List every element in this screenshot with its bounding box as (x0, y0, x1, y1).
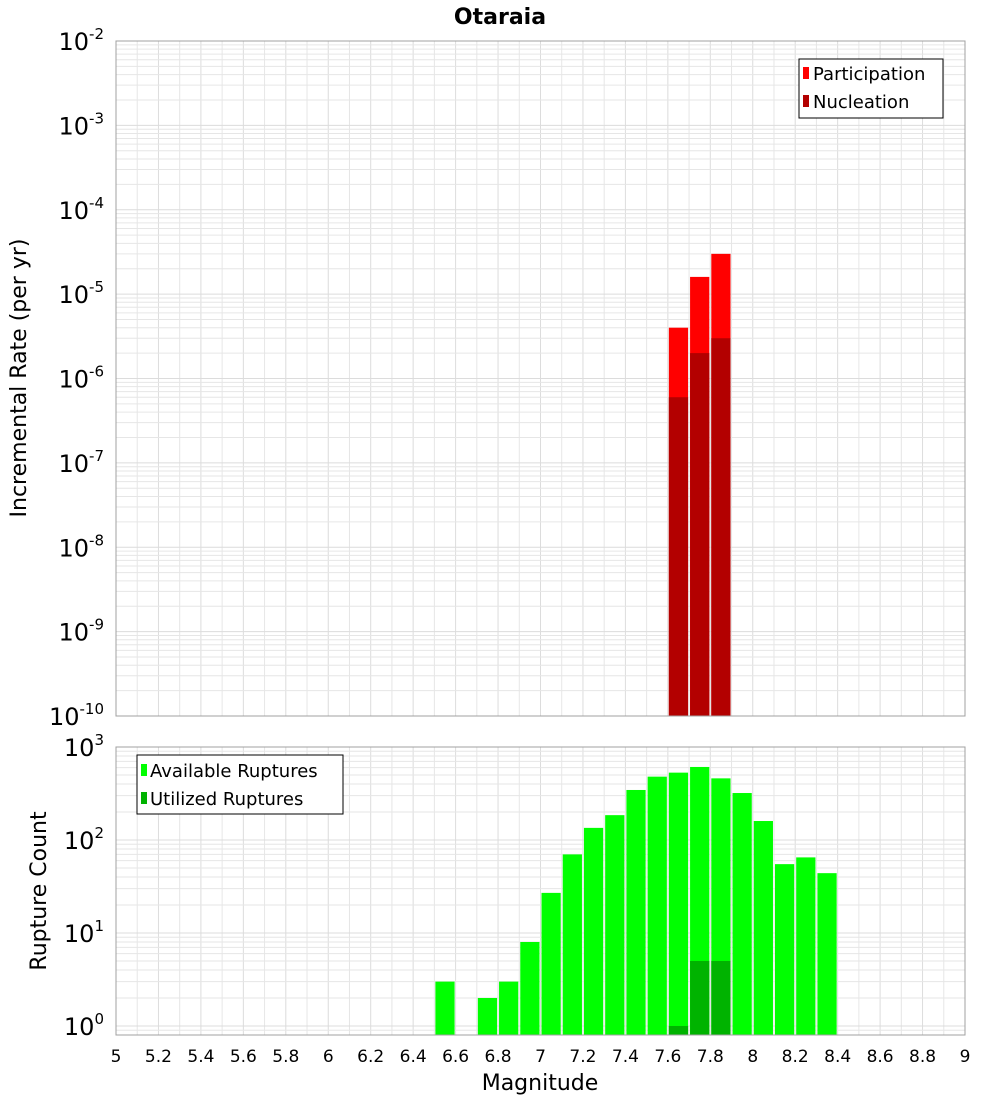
bar-available-ruptures (562, 854, 582, 1035)
bar-available-ruptures (541, 892, 561, 1035)
legend-available-swatch (141, 764, 147, 776)
bar-available-ruptures (499, 981, 519, 1035)
bottom-panel: 103 102 101 100 Rupture Count Available Rup… (27, 731, 966, 1041)
x-tick-label: 6.8 (485, 1047, 512, 1067)
bar-available-ruptures (732, 793, 752, 1035)
x-tick-label: 6.2 (357, 1047, 384, 1067)
bottom-legend-box (136, 754, 344, 815)
chart-title: Otaraia (454, 5, 546, 30)
top-legend: Participation Nucleation (798, 58, 944, 119)
legend-utilized-swatch (141, 792, 147, 804)
legend-nucleation-label: Nucleation (813, 92, 909, 113)
bar-available-ruptures (626, 789, 646, 1035)
bar-available-ruptures (435, 981, 455, 1035)
y-tick-label: 100 (64, 1010, 104, 1041)
x-tick-label: 8 (747, 1047, 758, 1067)
x-tick-label: 6 (323, 1047, 334, 1067)
bar-available-ruptures (796, 857, 816, 1035)
x-tick-label: 5.6 (230, 1047, 257, 1067)
bar-available-ruptures (583, 827, 604, 1035)
x-ticks: 5 5.2 5.4 5.6 5.8 6 6.2 6.4 6.6 6.8 7 7.2 7.4 7.6 7.8 8… (111, 1047, 971, 1067)
bar-utilized-ruptures (711, 960, 731, 1035)
x-tick-label: 6.6 (442, 1047, 469, 1067)
top-bars (668, 253, 731, 716)
bottom-y-axis-label: Rupture Count (27, 811, 52, 971)
bar-available-ruptures (477, 997, 498, 1035)
y-tick-label: 103 (64, 731, 104, 762)
x-tick-label: 7.4 (612, 1047, 639, 1067)
x-tick-label: 5.4 (187, 1047, 214, 1067)
x-tick-label: 5 (111, 1047, 122, 1067)
x-tick-label: 9 (960, 1047, 971, 1067)
x-tick-label: 8.8 (909, 1047, 936, 1067)
bar-available-ruptures (774, 864, 795, 1035)
y-tick-label: 101 (64, 917, 104, 948)
bar-utilized-ruptures (668, 1025, 689, 1035)
x-tick-label: 7.2 (569, 1047, 596, 1067)
y-tick-label: 10-6 (58, 363, 104, 394)
bar-available-ruptures (753, 821, 773, 1035)
y-tick-label: 10-9 (58, 616, 104, 647)
y-tick-label: 10-8 (58, 531, 104, 562)
x-tick-label: 6.4 (400, 1047, 427, 1067)
top-panel: 10-2 10-3 10-4 10-5 10-6 10-7 10-8 10-9 10-10 In… (7, 25, 966, 731)
legend-participation-swatch (803, 67, 809, 79)
bar-nucleation (668, 397, 689, 716)
top-grid (115, 40, 966, 717)
y-tick-label: 102 (64, 824, 104, 855)
bar-utilized-ruptures (690, 960, 710, 1035)
top-plot-frame (115, 40, 966, 717)
bar-available-ruptures (817, 873, 837, 1035)
x-tick-label: 7.8 (697, 1047, 724, 1067)
bar-nucleation (711, 338, 731, 716)
bar-available-ruptures (605, 815, 625, 1035)
legend-participation-label: Participation (813, 64, 925, 85)
x-tick-label: 5.8 (272, 1047, 299, 1067)
x-tick-label: 7.6 (654, 1047, 681, 1067)
legend-utilized-label: Utilized Ruptures (150, 789, 303, 810)
y-tick-label: 10-10 (49, 700, 104, 731)
y-tick-label: 10-4 (58, 194, 104, 225)
x-axis-label: Magnitude (482, 1071, 599, 1096)
bar-available-ruptures (668, 772, 689, 1035)
bar-available-ruptures (520, 942, 540, 1035)
x-tick-label: 7 (535, 1047, 546, 1067)
y-tick-label: 10-3 (58, 109, 104, 140)
top-y-axis-label: Incremental Rate (per yr) (7, 239, 32, 518)
legend-available-label: Available Ruptures (150, 761, 318, 782)
bottom-plot-frame (115, 746, 966, 1036)
legend-nucleation-swatch (803, 95, 809, 107)
bar-available-ruptures (647, 776, 667, 1035)
y-tick-label: 10-2 (58, 25, 104, 56)
bottom-legend: Available Ruptures Utilized Ruptures (136, 754, 344, 815)
y-tick-label: 10-7 (58, 447, 104, 478)
x-tick-label: 8.6 (867, 1047, 894, 1067)
x-tick-label: 8.4 (824, 1047, 851, 1067)
x-tick-label: 8.2 (782, 1047, 809, 1067)
bar-nucleation (690, 353, 710, 716)
x-tick-label: 5.2 (145, 1047, 172, 1067)
bottom-bars (435, 766, 837, 1035)
bottom-y-ticks: 103 102 101 100 (64, 731, 104, 1041)
top-y-ticks: 10-2 10-3 10-4 10-5 10-6 10-7 10-8 10-9 10-10 (49, 25, 104, 731)
y-tick-label: 10-5 (58, 278, 104, 309)
top-legend-box (798, 58, 944, 119)
